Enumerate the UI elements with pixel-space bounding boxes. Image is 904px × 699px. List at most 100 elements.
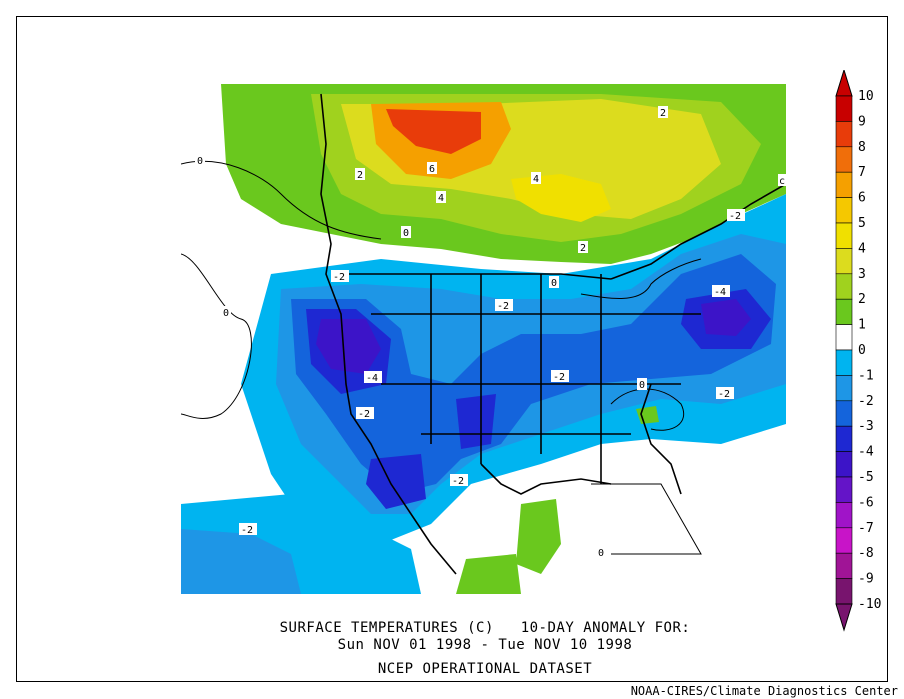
colorbar-label: -3 bbox=[858, 419, 874, 434]
svg-text:-4: -4 bbox=[366, 373, 378, 384]
svg-text:4: 4 bbox=[438, 193, 444, 204]
colorbar-label: 4 bbox=[858, 241, 866, 256]
colorbar-top-arrow bbox=[835, 70, 853, 97]
colorbar-swatch bbox=[835, 527, 853, 554]
svg-text:-2: -2 bbox=[718, 389, 730, 400]
colorbar-swatches bbox=[835, 70, 853, 632]
svg-text:-2: -2 bbox=[497, 301, 509, 312]
plot-frame bbox=[16, 16, 888, 682]
svg-text:0: 0 bbox=[598, 548, 604, 559]
svg-text:4: 4 bbox=[533, 174, 539, 185]
contour-labels: 0 0 0 0 2 6 4 4 2 2 -2 -2 -4 -4 -2 -2 -2… bbox=[195, 106, 786, 559]
svg-text:-2: -2 bbox=[333, 272, 345, 283]
colorbar-label: 9 bbox=[858, 114, 866, 129]
colorbar-label: 10 bbox=[858, 89, 874, 104]
svg-text:-2: -2 bbox=[241, 525, 253, 536]
colorbar-label: 3 bbox=[858, 267, 866, 282]
contour-label: c bbox=[778, 174, 786, 187]
anomaly-map: 0 0 0 0 2 6 4 4 2 2 -2 -2 -4 -4 -2 -2 -2… bbox=[181, 84, 786, 594]
colorbar-swatch bbox=[835, 375, 853, 402]
cool-region-6 bbox=[366, 454, 426, 509]
svg-text:6: 6 bbox=[429, 164, 435, 175]
colorbar-label: -6 bbox=[858, 495, 874, 510]
colorbar-label: 1 bbox=[858, 318, 866, 333]
colorbar-swatch bbox=[835, 400, 853, 427]
colorbar-bottom-arrow bbox=[835, 603, 853, 632]
contour-label: -2 bbox=[727, 209, 745, 222]
contour-label: -4 bbox=[364, 371, 382, 384]
colorbar-swatch bbox=[835, 121, 853, 148]
colorbar-label: 7 bbox=[858, 165, 866, 180]
svg-text:0: 0 bbox=[223, 308, 229, 319]
colorbar-swatch bbox=[835, 476, 853, 503]
contour-label: 2 bbox=[355, 168, 365, 181]
contour-label: -2 bbox=[331, 270, 349, 283]
colorbar-swatch bbox=[835, 451, 853, 478]
colorbar-swatch bbox=[835, 171, 853, 198]
svg-text:-2: -2 bbox=[452, 476, 464, 487]
contour-label: -4 bbox=[712, 285, 730, 298]
svg-text:2: 2 bbox=[580, 243, 586, 254]
cool-region-11 bbox=[181, 529, 301, 594]
colorbar-label: -8 bbox=[858, 546, 874, 561]
svg-text:-2: -2 bbox=[729, 211, 741, 222]
caption-dataset: NCEP OPERATIONAL DATASET bbox=[377, 661, 593, 677]
warm-patch-3 bbox=[456, 554, 521, 594]
colorbar-label: -7 bbox=[858, 521, 874, 536]
contour-label: 4 bbox=[531, 172, 541, 185]
contour-label: -2 bbox=[495, 299, 513, 312]
contour-label: 0 bbox=[195, 154, 205, 167]
colorbar-swatch bbox=[835, 95, 853, 122]
warm-region-6 bbox=[386, 109, 481, 154]
colorbar-label: 8 bbox=[858, 140, 866, 155]
svg-text:0: 0 bbox=[197, 156, 203, 167]
contour-label: -2 bbox=[716, 387, 734, 400]
svg-text:0: 0 bbox=[639, 380, 645, 391]
colorbar-label: -9 bbox=[858, 572, 874, 587]
contour-label: -2 bbox=[450, 474, 468, 487]
colorbar-label: -4 bbox=[858, 445, 874, 460]
colorbar-swatch bbox=[835, 222, 853, 249]
contour-label: 0 bbox=[221, 306, 231, 319]
svg-text:-4: -4 bbox=[714, 287, 726, 298]
colorbar-label: -10 bbox=[858, 597, 881, 612]
colorbar-swatch bbox=[835, 552, 853, 579]
contour-lines bbox=[181, 160, 702, 555]
svg-text:0: 0 bbox=[551, 278, 557, 289]
colorbar-label: -5 bbox=[858, 470, 874, 485]
credit-text: NOAA-CIRES/Climate Diagnostics Center bbox=[630, 684, 898, 698]
svg-text:c: c bbox=[779, 176, 785, 187]
svg-text:-2: -2 bbox=[358, 409, 370, 420]
cool-region-7 bbox=[456, 394, 496, 449]
colorbar-swatch bbox=[835, 298, 853, 325]
contour-label: 0 bbox=[637, 378, 647, 391]
warm-region-4 bbox=[511, 174, 611, 222]
caption-title: SURFACE TEMPERATURES (C) 10-DAY ANOMALY … bbox=[279, 620, 691, 636]
colorbar-label: 6 bbox=[858, 191, 866, 206]
coastlines bbox=[320, 93, 786, 575]
colorbar-swatch bbox=[835, 248, 853, 275]
colorbar-label: -1 bbox=[858, 368, 874, 383]
colorbar-label: -2 bbox=[858, 394, 874, 409]
colorbar-swatch bbox=[835, 578, 853, 605]
colorbar-swatch bbox=[835, 273, 853, 300]
contour-label: 2 bbox=[578, 241, 588, 254]
caption-dates: Sun NOV 01 1998 - Tue NOV 10 1998 bbox=[337, 637, 633, 653]
contour-label: -2 bbox=[239, 523, 257, 536]
contour-label: 4 bbox=[436, 191, 446, 204]
contour-label: 0 bbox=[401, 226, 411, 239]
contour-label: -2 bbox=[356, 407, 374, 420]
colorbar-swatch bbox=[835, 146, 853, 173]
colorbar-label: 0 bbox=[858, 343, 866, 358]
warm-patch-1 bbox=[516, 499, 561, 574]
colorbar-swatch bbox=[835, 197, 853, 224]
contour-label: 0 bbox=[549, 276, 559, 289]
svg-text:2: 2 bbox=[660, 108, 666, 119]
contour-label: 6 bbox=[427, 162, 437, 175]
colorbar-swatch bbox=[835, 324, 853, 351]
colorbar-swatch bbox=[835, 502, 853, 529]
svg-text:0: 0 bbox=[403, 228, 409, 239]
cool-region-9 bbox=[701, 299, 751, 336]
